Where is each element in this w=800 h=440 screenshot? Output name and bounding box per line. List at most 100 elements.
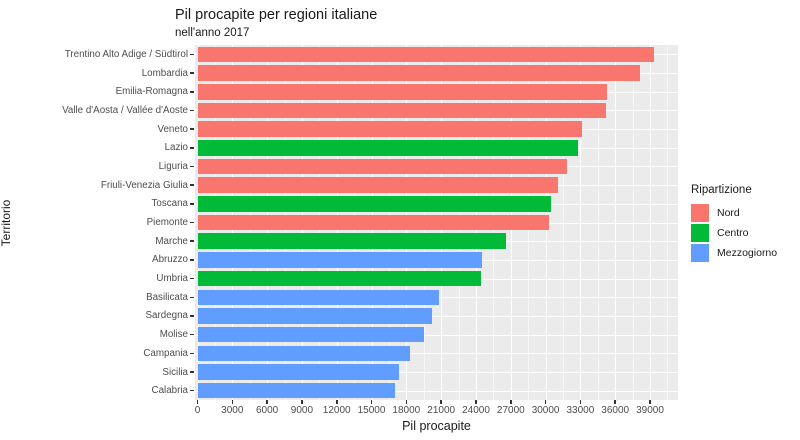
y-tick-label: Marche — [155, 235, 188, 247]
legend-swatch-centro — [691, 224, 709, 242]
y-tick-mark — [190, 352, 194, 354]
y-tick-mark — [190, 277, 194, 280]
y-tick-label: Trentino Alto Adige / Südtirol — [64, 48, 188, 60]
x-tick-label: 21000 — [427, 405, 456, 416]
x-tick-mark — [614, 400, 616, 404]
x-tick-mark — [231, 400, 234, 404]
bar-sicilia — [197, 364, 400, 380]
y-tick-label: Valle d'Aosta / Vallée d'Aoste — [62, 104, 188, 116]
legend-item-centro: Centro — [691, 224, 799, 242]
y-tick-mark — [190, 53, 194, 56]
y-tick-label: Sardegna — [145, 310, 189, 322]
y-axis-title: Territorio — [0, 199, 13, 247]
x-tick-mark — [649, 400, 651, 404]
y-tick-mark — [190, 109, 194, 112]
x-tick-mark — [579, 400, 582, 404]
bar-emilia-romagna — [197, 84, 608, 100]
x-tick-mark — [475, 400, 477, 404]
y-tick-mark — [190, 221, 194, 224]
bar-basilicata — [197, 289, 439, 305]
legend-label: Nord — [717, 207, 740, 219]
bar-veneto — [197, 121, 582, 137]
bar-sardegna — [197, 308, 432, 324]
x-tick-mark — [405, 400, 408, 404]
y-tick-mark — [190, 91, 194, 93]
bar-abruzzo — [197, 252, 482, 268]
x-tick-label: 30000 — [531, 405, 560, 416]
x-tick-label: 24000 — [462, 405, 490, 416]
bar-toscana — [197, 196, 552, 212]
x-tick-label: 36000 — [601, 405, 630, 416]
x-tick-label: 9000 — [290, 405, 314, 416]
y-tick-label: Sicilia — [162, 366, 188, 378]
gridline-major-h — [195, 315, 678, 317]
x-tick-mark — [196, 400, 199, 404]
y-tick-label: Liguria — [158, 160, 188, 172]
legend-item-nord: Nord — [691, 204, 799, 222]
y-tick-label: Abruzzo — [152, 254, 188, 266]
plot-panel — [195, 45, 678, 400]
y-tick-mark — [190, 203, 194, 205]
bar-calabria — [197, 382, 395, 399]
y-tick-label: Campania — [143, 347, 188, 359]
bar-friuli-venezia-giulia — [197, 177, 559, 193]
x-tick-mark — [301, 400, 303, 404]
legend-title: Ripartizione — [691, 184, 752, 196]
bar-piemonte — [197, 214, 550, 231]
y-tick-mark — [190, 296, 194, 298]
chart-title: Pil procapite per regioni italiane — [175, 7, 378, 23]
x-tick-label: 0 — [194, 405, 201, 416]
gridline-major-h — [195, 372, 678, 373]
x-tick-label: 6000 — [255, 405, 279, 416]
x-tick-label: 39000 — [636, 405, 664, 416]
x-tick-label: 15000 — [357, 405, 386, 416]
x-tick-mark — [510, 400, 512, 404]
gridline-major-h — [195, 334, 678, 336]
x-tick-mark — [370, 400, 373, 404]
bar-lazio — [197, 140, 579, 156]
bar-lombardia — [197, 65, 640, 81]
x-tick-label: 27000 — [496, 405, 525, 416]
y-tick-mark — [190, 147, 194, 149]
y-tick-label: Toscana — [151, 198, 189, 210]
bar-molise — [197, 326, 424, 343]
legend-item-mezzogiorno: Mezzogiorno — [691, 244, 799, 262]
y-tick-mark — [190, 371, 194, 373]
legend: Ripartizione Nord Centro Mezzogiorno — [691, 184, 799, 264]
y-tick-label: Lombardia — [141, 67, 188, 79]
gridline-major-h — [195, 390, 678, 392]
y-tick-label: Emilia-Romagna — [115, 86, 188, 98]
y-tick-label: Molise — [159, 329, 188, 341]
y-tick-label: Friuli-Venezia Giulia — [100, 179, 188, 191]
bar-valle-d-aosta-vall-e-d-aoste — [197, 102, 606, 119]
legend-swatch-nord — [691, 204, 709, 222]
y-tick-label: Basilicata — [146, 291, 188, 303]
x-tick-mark — [440, 400, 442, 404]
y-tick-mark — [190, 333, 194, 336]
y-tick-mark — [190, 240, 194, 242]
x-tick-mark — [336, 400, 338, 404]
x-axis-title: Pil procapite — [402, 419, 471, 433]
y-tick-mark — [190, 165, 194, 168]
y-tick-label: Lazio — [164, 142, 188, 154]
legend-label: Centro — [717, 227, 749, 239]
y-tick-mark — [190, 259, 194, 261]
legend-swatch-mezzogiorno — [691, 244, 709, 262]
x-tick-label: 3000 — [221, 405, 244, 416]
x-tick-mark — [544, 400, 547, 404]
y-tick-label: Umbria — [156, 273, 188, 285]
bar-liguria — [197, 158, 567, 175]
x-tick-label: 12000 — [322, 405, 351, 416]
chart-subtitle: nell'anno 2017 — [175, 27, 250, 39]
bar-campania — [197, 345, 410, 361]
y-tick-label: Piemonte — [146, 217, 188, 228]
y-tick-mark — [190, 389, 194, 392]
gridline-major-h — [195, 353, 678, 355]
bar-umbria — [197, 270, 481, 287]
x-tick-label: 33000 — [566, 405, 595, 416]
y-tick-label: Veneto — [157, 123, 188, 135]
x-tick-mark — [266, 400, 268, 404]
y-tick-label: Calabria — [151, 385, 189, 397]
bar-trentino-alto-adige-s-dtirol — [197, 46, 654, 63]
